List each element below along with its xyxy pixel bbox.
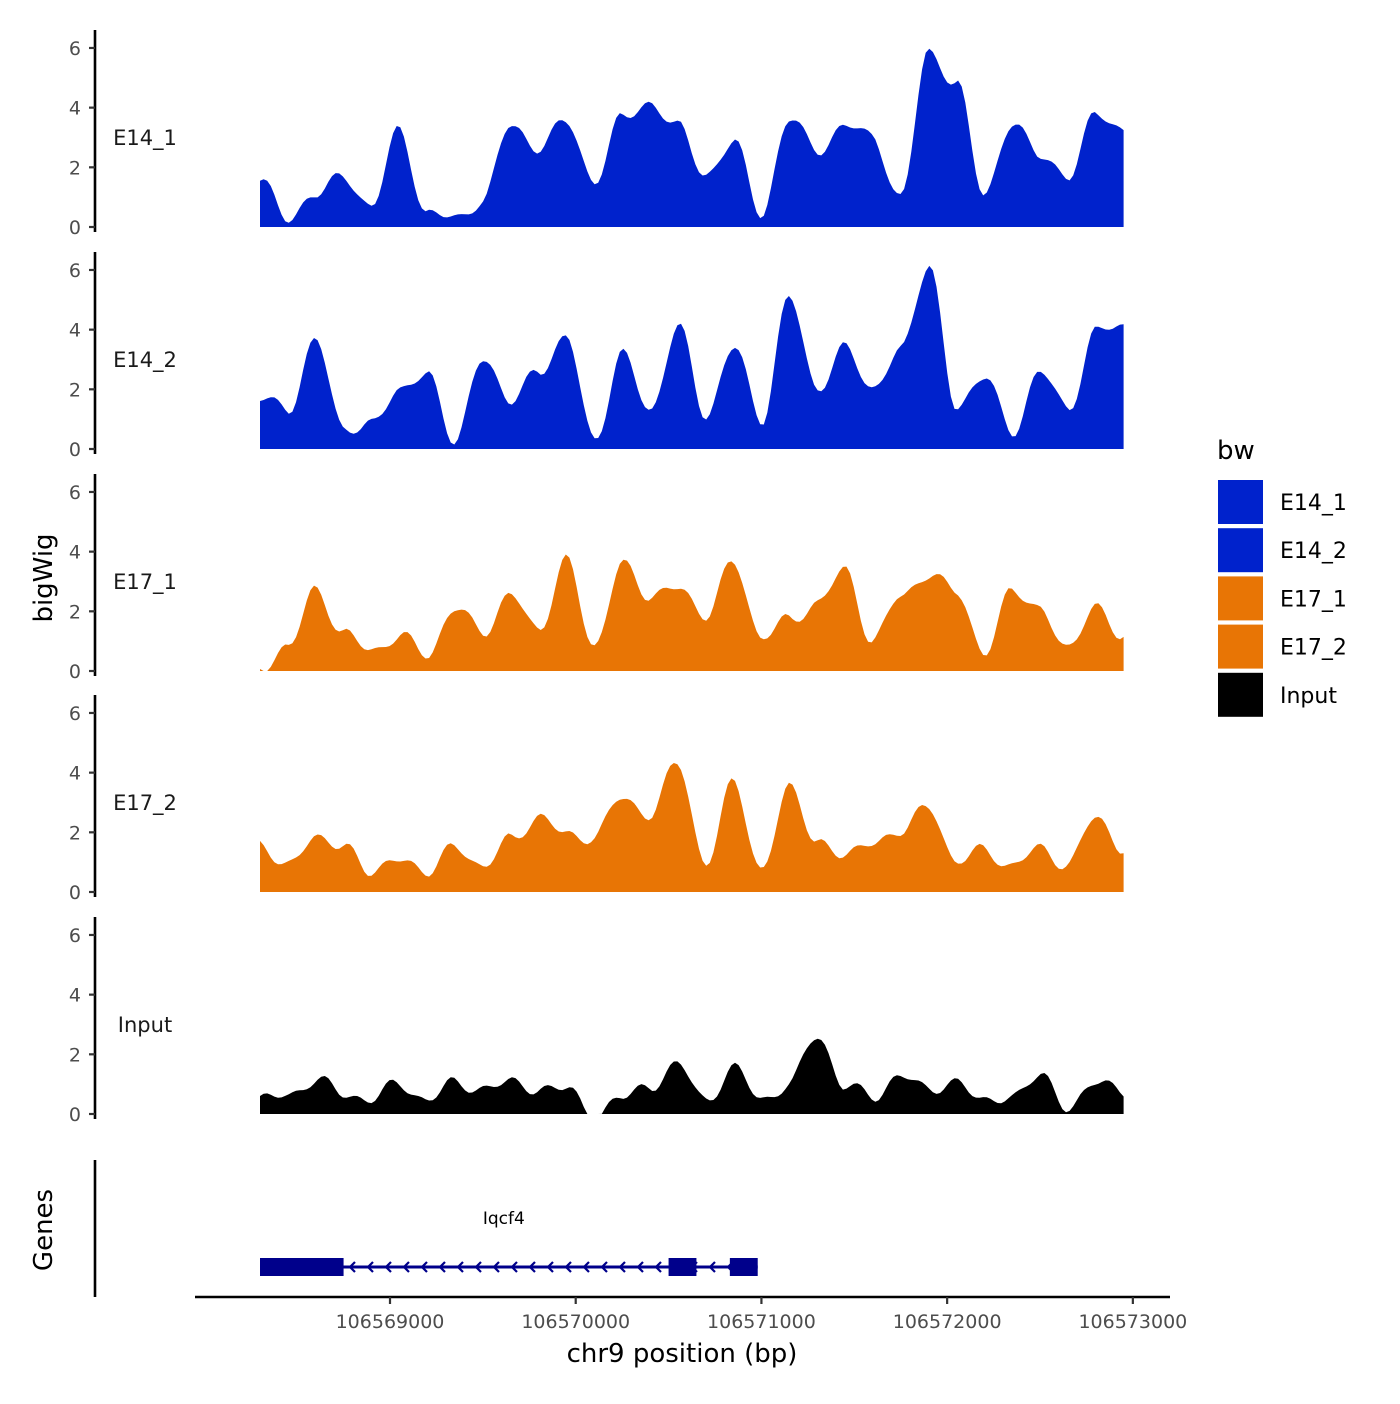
gene-exon-1 xyxy=(260,1258,344,1276)
gene-strand-arrow xyxy=(366,1261,374,1273)
y-tick-label-E17_2-6: 6 xyxy=(69,703,81,725)
y-tick-label-Input-4: 4 xyxy=(69,985,81,1007)
signal-area-E14_2 xyxy=(260,265,1124,449)
legend-label-E17_1: E17_1 xyxy=(1280,587,1347,612)
gene-strand-arrow xyxy=(420,1261,428,1273)
x-axis-title: chr9 position (bp) xyxy=(567,1339,798,1369)
gene-strand-arrow xyxy=(600,1261,608,1273)
signal-area-E17_2 xyxy=(260,763,1124,892)
y-tick-label-E17_2-0: 0 xyxy=(69,882,81,904)
y-tick-label-E14_2-6: 6 xyxy=(69,260,81,282)
legend-swatch-E17_2 xyxy=(1218,624,1263,669)
x-tick-label-106572000: 106572000 xyxy=(893,1311,1002,1333)
x-tick-label-106570000: 106570000 xyxy=(521,1311,630,1333)
gene-strand-arrow xyxy=(438,1261,446,1273)
x-tick-label-106569000: 106569000 xyxy=(336,1311,445,1333)
signal-area-Input xyxy=(260,1038,1124,1114)
y-tick-label-E14_2-0: 0 xyxy=(69,439,81,461)
legend-label-E14_1: E14_1 xyxy=(1280,491,1347,516)
gene-strand-arrow xyxy=(456,1261,464,1273)
signal-area-E14_1 xyxy=(260,48,1124,228)
legend-label-E17_2: E17_2 xyxy=(1280,636,1347,661)
y-tick-label-E17_1-0: 0 xyxy=(69,661,81,683)
track-label-E14_1: E14_1 xyxy=(113,126,177,151)
y-axis-title: bigWig xyxy=(29,533,59,622)
x-tick-label-106573000: 106573000 xyxy=(1078,1311,1187,1333)
signal-area-E17_1 xyxy=(260,554,1124,671)
y-tick-label-E14_1-0: 0 xyxy=(69,217,81,239)
legend-label-Input: Input xyxy=(1280,684,1337,709)
gene-strand-arrow xyxy=(492,1261,500,1273)
y-tick-label-E17_1-2: 2 xyxy=(69,601,81,623)
y-tick-label-E14_2-2: 2 xyxy=(69,379,81,401)
gene-strand-arrow xyxy=(474,1261,482,1273)
legend-swatch-E17_1 xyxy=(1218,576,1263,621)
track-label-E17_2: E17_2 xyxy=(113,791,177,816)
gene-strand-arrow xyxy=(384,1261,392,1273)
legend-label-E14_2: E14_2 xyxy=(1280,539,1347,564)
y-tick-label-E14_1-6: 6 xyxy=(69,38,81,60)
legend-swatch-Input xyxy=(1218,672,1263,717)
legend-title: bw xyxy=(1217,436,1255,466)
gene-strand-arrow xyxy=(546,1261,554,1273)
y-tick-label-Input-0: 0 xyxy=(69,1104,81,1126)
y-tick-label-Input-6: 6 xyxy=(69,925,81,947)
gene-strand-arrow xyxy=(636,1261,644,1273)
y-tick-label-E17_1-4: 4 xyxy=(69,542,81,564)
gene-exon-3 xyxy=(729,1258,758,1276)
legend-swatch-E14_1 xyxy=(1218,480,1263,524)
x-tick-label-106571000: 106571000 xyxy=(707,1311,816,1333)
gene-strand-arrow xyxy=(348,1261,356,1273)
legend-swatch-E14_2 xyxy=(1218,528,1263,573)
gene-strand-arrow xyxy=(708,1261,716,1273)
y-tick-label-Input-2: 2 xyxy=(69,1044,81,1066)
gene-strand-arrow xyxy=(582,1261,590,1273)
gene-strand-arrow xyxy=(654,1261,662,1273)
y-tick-label-E14_1-4: 4 xyxy=(69,98,81,120)
gene-label: Iqcf4 xyxy=(483,1209,525,1229)
gene-strand-arrow xyxy=(510,1261,518,1273)
y-tick-label-E17_2-4: 4 xyxy=(69,763,81,785)
track-label-E14_2: E14_2 xyxy=(113,348,177,373)
y-tick-label-E14_1-2: 2 xyxy=(69,157,81,179)
y-tick-label-E14_2-4: 4 xyxy=(69,320,81,342)
track-label-E17_1: E17_1 xyxy=(113,570,177,595)
gene-exon-2 xyxy=(668,1258,697,1276)
genes-axis-title: Genes xyxy=(29,1189,59,1271)
gene-strand-arrow xyxy=(528,1261,536,1273)
y-tick-label-E17_1-6: 6 xyxy=(69,482,81,504)
gene-strand-arrow xyxy=(564,1261,572,1273)
gene-strand-arrow xyxy=(618,1261,626,1273)
y-tick-label-E17_2-2: 2 xyxy=(69,822,81,844)
track-label-Input: Input xyxy=(118,1013,172,1037)
gene-strand-arrow xyxy=(402,1261,410,1273)
